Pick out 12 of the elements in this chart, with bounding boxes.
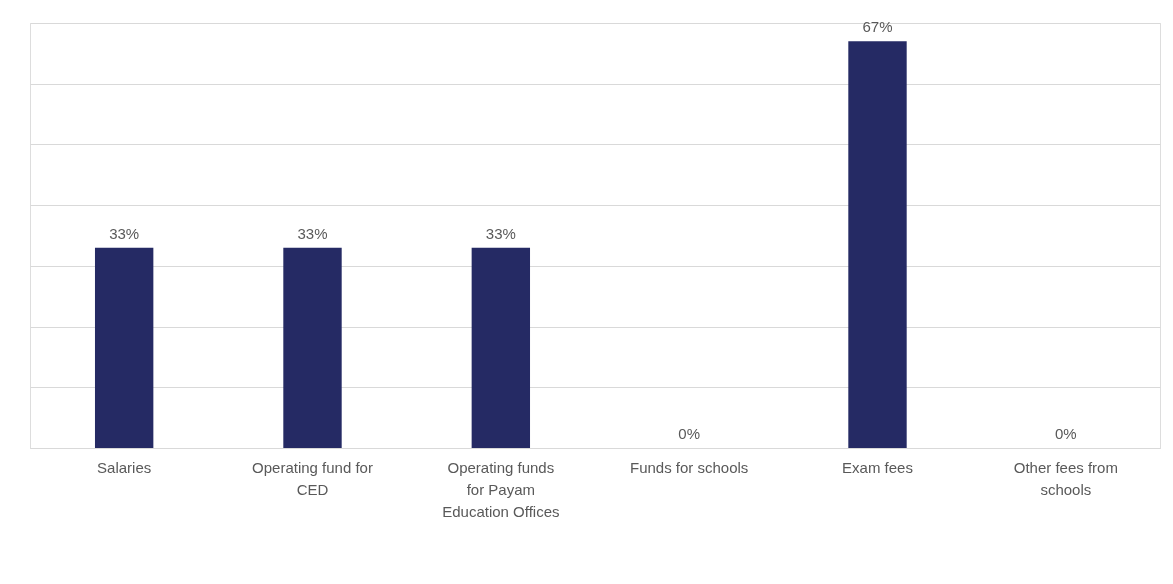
data-label: 0% (678, 425, 701, 442)
x-tick-label: Salaries (97, 458, 152, 476)
x-tick-label: Operating fund for CED (252, 458, 373, 498)
x-tick-label: Exam fees (842, 458, 913, 476)
x-tick-label: Funds for schools (629, 458, 749, 476)
data-label: 33% (485, 224, 516, 242)
data-label: 67% (862, 18, 893, 36)
data-label: 33% (109, 224, 140, 242)
data-label: 0% (1054, 425, 1077, 442)
x-tick-label: Operating funds for Payam Education Offices (442, 458, 560, 520)
x-tick-label: Other fees from schools (1013, 458, 1118, 498)
data-label: 33% (297, 224, 328, 242)
